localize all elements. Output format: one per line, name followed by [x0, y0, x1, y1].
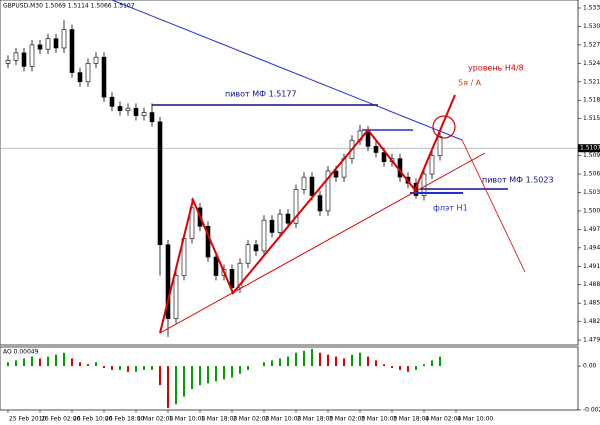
candle-body — [213, 256, 219, 276]
drawings — [111, 0, 526, 334]
candle-body — [309, 176, 315, 196]
candle-body — [157, 121, 163, 246]
candle-body — [109, 96, 115, 107]
candle-body — [5, 59, 11, 64]
target-circle — [432, 115, 456, 139]
y-tick-label: 1.4855 — [583, 300, 600, 307]
candle-body — [141, 112, 147, 116]
y-tick-label: 1.5035 — [583, 189, 600, 196]
candle-body — [421, 173, 427, 196]
candle-body — [125, 107, 131, 111]
candle-body — [429, 155, 435, 175]
candle-body — [333, 170, 339, 178]
y-tick-label: -0.00229 — [583, 406, 600, 413]
candle-body — [373, 146, 379, 153]
y-tick-label: 1.5185 — [583, 97, 600, 104]
candle-body — [293, 189, 299, 224]
y-tick-label: 1.5095 — [583, 152, 600, 159]
ao-pane — [0, 346, 579, 411]
x-tick-label: 26 Feb 10:00 — [73, 416, 113, 423]
last-price-label: 1.5107 — [580, 145, 600, 152]
x-tick-label: 2 Mar 10:00 — [265, 416, 301, 423]
candle-body — [93, 56, 99, 64]
candle-body — [277, 213, 283, 233]
x-tick-label: 3 Mar 18:00 — [393, 416, 429, 423]
y-tick-label: 0.00 — [583, 363, 597, 370]
wave-line — [159, 94, 456, 334]
annotation: 5я / A — [458, 79, 482, 88]
x-tick-label: 4 Mar 10:00 — [457, 416, 493, 423]
candle-body — [13, 52, 19, 61]
candle-body — [61, 29, 67, 49]
y-tick-label: 1.4825 — [583, 318, 600, 325]
x-tick-label: 1 Mar 02:00 — [137, 416, 173, 423]
candle-body — [21, 52, 27, 67]
x-tick-label: 26 Feb 18:00 — [105, 416, 145, 423]
candle-body — [437, 136, 443, 156]
y-tick-label: 1.5245 — [583, 60, 600, 67]
candle-body — [269, 219, 275, 233]
x-tick-label: 2 Mar 18:00 — [297, 416, 333, 423]
candle-body — [381, 152, 387, 163]
x-tick-label: 3 Mar 02:00 — [329, 416, 365, 423]
y-tick-label: 1.5335 — [583, 4, 600, 11]
chart-title: GBPUSD,M30 1.5069 1.5114 1.5066 1.5107 — [3, 3, 135, 10]
candle-body — [37, 44, 43, 50]
trend-line — [111, 0, 463, 141]
annotation: уровень H4/8 — [468, 64, 524, 73]
y-tick-label: 1.4915 — [583, 263, 600, 270]
y-tick-label: 1.5155 — [583, 115, 600, 122]
candle-body — [45, 38, 51, 50]
candle-body — [237, 262, 243, 289]
candle-body — [229, 269, 235, 289]
annotation: пивот МФ 1.5177 — [225, 90, 297, 99]
candle-body — [245, 244, 251, 264]
x-tick-label: 3 Mar 10:00 — [361, 416, 397, 423]
y-tick-label: 1.5215 — [583, 78, 600, 85]
support-line — [159, 152, 486, 334]
candle-body — [317, 195, 323, 212]
y-tick-label: 1.5275 — [583, 41, 600, 48]
candle-body — [85, 63, 91, 83]
y-tick-label: 1.4975 — [583, 226, 600, 233]
annotation: пивот МФ 1.5023 — [482, 176, 554, 185]
x-tick-label: 1 Mar 18:00 — [201, 416, 237, 423]
y-tick-label: 1.4885 — [583, 281, 600, 288]
y-tick-label: 1.4945 — [583, 244, 600, 251]
candle-body — [285, 213, 291, 224]
y-tick-label: 1.5305 — [583, 23, 600, 30]
candle-body — [77, 72, 83, 83]
candle-body — [325, 170, 331, 212]
candle-body — [117, 106, 123, 111]
ao-title: AO 0.00049 — [3, 349, 39, 356]
x-tick-label: 1 Mar 10:00 — [169, 416, 205, 423]
x-tick-label: 25 Feb 2010 — [9, 416, 47, 423]
x-tick-label: 26 Feb 02:00 — [41, 416, 81, 423]
y-tick-label: 1.4795 — [583, 337, 600, 344]
target-line — [461, 139, 526, 273]
candle-body — [101, 56, 107, 98]
x-tick-label: 2 Mar 02:00 — [233, 416, 269, 423]
y-tick-label: 1.5065 — [583, 171, 600, 178]
x-tick-label: 4 Mar 02:00 — [425, 416, 461, 423]
last-price-tag — [578, 144, 600, 153]
main-pane — [0, 0, 579, 346]
y-tick-label: 1.5005 — [583, 207, 600, 214]
candle-body — [53, 38, 59, 49]
candle-body — [133, 107, 139, 116]
candle-body — [165, 244, 171, 319]
candle-body — [301, 176, 307, 190]
candle-body — [69, 29, 75, 73]
candle-body — [173, 275, 179, 319]
annotation: флэт H1 — [433, 204, 468, 213]
candle-body — [149, 112, 155, 123]
candle-body — [29, 44, 35, 67]
candle-body — [253, 244, 259, 252]
candle-body — [261, 219, 267, 252]
